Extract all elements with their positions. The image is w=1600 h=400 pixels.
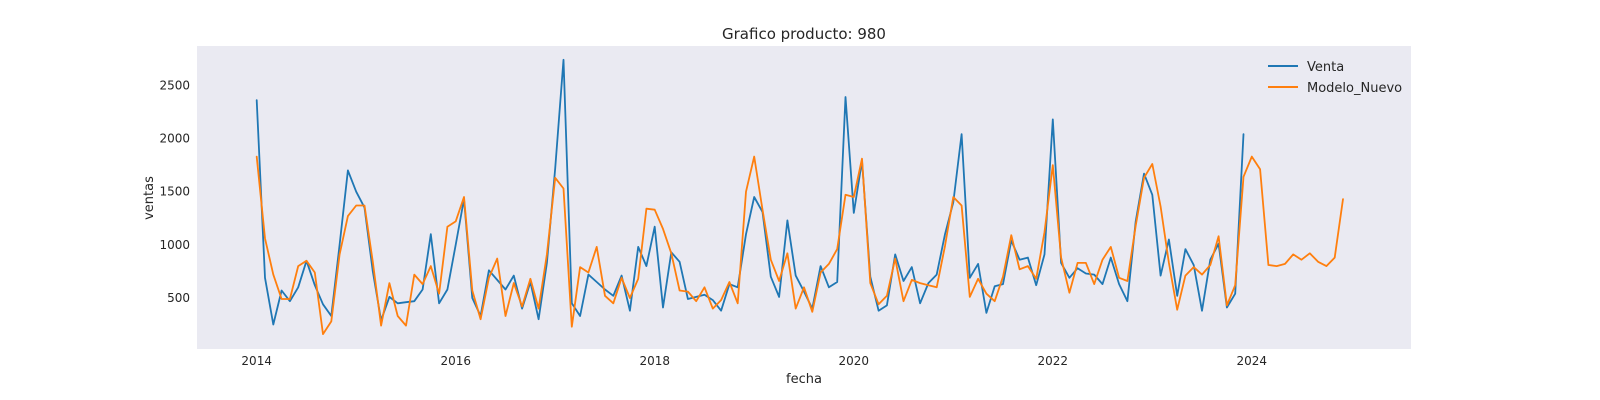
y-tick-label: 1500	[159, 185, 190, 199]
x-tick-label: 2020	[838, 354, 869, 368]
y-tick-label: 2500	[159, 78, 190, 92]
x-axis-title: fecha	[786, 372, 822, 387]
x-axis-ticks: 2014 2016 2018 2020 2022 2024	[241, 354, 1267, 368]
series-layer	[255, 58, 1344, 336]
series-line-modelo-nuevo	[255, 155, 1344, 336]
y-tick-label: 500	[167, 291, 190, 305]
x-tick-label: 2018	[639, 354, 670, 368]
series-line-venta	[255, 58, 1245, 326]
x-tick-label: 2024	[1237, 354, 1268, 368]
legend-label: Venta	[1307, 60, 1344, 75]
y-axis-title: ventas	[142, 176, 157, 220]
x-tick-label: 2022	[1037, 354, 1068, 368]
legend-label: Modelo_Nuevo	[1307, 81, 1402, 96]
plot-area	[197, 46, 1411, 349]
y-tick-label: 2000	[159, 131, 190, 145]
x-tick-label: 2016	[440, 354, 471, 368]
legend: Venta Modelo_Nuevo	[1268, 60, 1402, 96]
y-tick-label: 1000	[159, 238, 190, 252]
x-tick-label: 2014	[241, 354, 272, 368]
y-axis-ticks: 500 1000 1500 2000 2500	[159, 78, 190, 305]
chart-title: Grafico producto: 980	[722, 25, 886, 43]
